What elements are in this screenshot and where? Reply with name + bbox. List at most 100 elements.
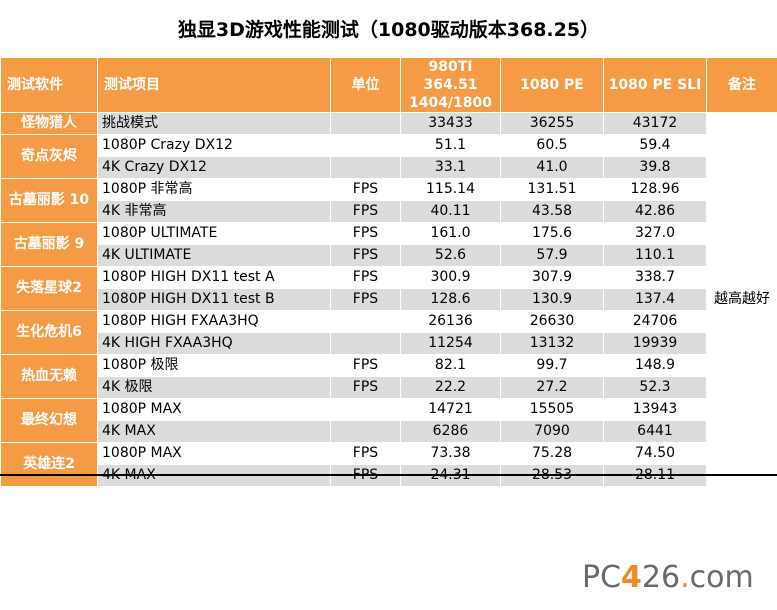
table-row: 热血无赖 1080P 极限 FPS 82.1 99.7 148.9 — [0, 354, 777, 399]
value-1080pe-cell: 28.53 — [500, 464, 604, 487]
page-title: 独显3D游戏性能测试（1080驱动版本368.25） — [177, 18, 600, 41]
unit-cell: FPS — [330, 288, 401, 311]
table-body: 怪物猎人 挑战模式 33433 36255 43172 越高越好 奇点灰烬 1080P Cra… — [0, 112, 777, 487]
watermark-part4: . — [680, 560, 690, 595]
value-1080pe-sli-cell: 148.9 — [603, 354, 707, 377]
value-1080pe-cell: 131.51 — [500, 178, 604, 201]
value-1080pe-sli-cell: 327.0 — [603, 222, 707, 245]
test-item-cell: 4K 极限 — [97, 376, 331, 399]
value-980ti-cell: 300.9 — [400, 266, 501, 289]
value-1080pe-cell: 7090 — [500, 420, 604, 443]
test-item-cell: 4K MAX — [97, 420, 331, 443]
game-name-cell: 奇点灰烬 — [0, 134, 98, 179]
test-item-cell: 1080P ULTIMATE — [97, 222, 331, 245]
table-row: 4K HIGH FXAA3HQ 11254 13132 19939 — [1, 332, 777, 355]
value-980ti-cell: 115.14 — [400, 178, 501, 201]
watermark-part2: 4 — [621, 560, 642, 595]
value-1080pe-cell: 130.9 — [500, 288, 604, 311]
test-item-cell: 1080P 极限 — [97, 354, 331, 377]
table-row: 古墓丽影 10 1080P 非常高 FPS 115.14 131.51 128.96 — [0, 178, 777, 223]
table-row: 4K 非常高 FPS 40.11 43.58 42.86 — [1, 200, 777, 223]
test-item-cell: 挑战模式 — [97, 112, 331, 135]
table-bottom-rule — [0, 474, 777, 476]
watermark-part1: PC — [582, 560, 622, 595]
value-1080pe-cell: 307.9 — [500, 266, 604, 289]
test-item-cell: 4K Crazy DX12 — [97, 156, 331, 179]
watermark-logo: PC426.com — [582, 560, 754, 595]
watermark-part3: 26 — [641, 560, 681, 595]
unit-cell: FPS — [330, 200, 401, 223]
table-row: 4K Crazy DX12 33.1 41.0 39.8 — [1, 156, 777, 179]
value-1080pe-cell: 41.0 — [500, 156, 604, 179]
value-1080pe-cell: 75.28 — [500, 442, 604, 465]
value-980ti-cell: 128.6 — [400, 288, 501, 311]
table-row: 奇点灰烬 1080P Crazy DX12 51.1 60.5 59.4 — [0, 134, 777, 179]
unit-cell — [330, 332, 401, 355]
watermark-part5: com — [689, 560, 754, 595]
test-item-cell: 1080P MAX — [97, 398, 331, 421]
game-name-cell: 生化危机6 — [0, 310, 98, 355]
unit-cell — [330, 156, 401, 179]
value-1080pe-sli-cell: 13943 — [603, 398, 707, 421]
header-980ti: 980TI 364.51 1404/1800 — [400, 57, 501, 113]
unit-cell: FPS — [330, 222, 401, 245]
value-1080pe-sli-cell: 42.86 — [603, 200, 707, 223]
header-1080pe-sli: 1080 PE SLI — [603, 57, 707, 113]
unit-cell: FPS — [330, 178, 401, 201]
value-1080pe-cell: 26630 — [500, 310, 604, 333]
value-1080pe-sli-cell: 74.50 — [603, 442, 707, 465]
value-1080pe-cell: 27.2 — [500, 376, 604, 399]
value-980ti-cell: 52.6 — [400, 244, 501, 267]
header-1080pe: 1080 PE — [500, 57, 604, 113]
value-1080pe-sli-cell: 137.4 — [603, 288, 707, 311]
unit-cell — [330, 310, 401, 333]
value-1080pe-sli-cell: 19939 — [603, 332, 707, 355]
unit-cell: FPS — [330, 244, 401, 267]
value-1080pe-cell: 13132 — [500, 332, 604, 355]
value-1080pe-cell: 15505 — [500, 398, 604, 421]
value-1080pe-sli-cell: 110.1 — [603, 244, 707, 267]
test-item-cell: 1080P MAX — [97, 442, 331, 465]
game-name-cell: 最终幻想 — [0, 398, 98, 443]
value-1080pe-cell: 99.7 — [500, 354, 604, 377]
test-item-cell: 4K ULTIMATE — [97, 244, 331, 267]
value-980ti-cell: 82.1 — [400, 354, 501, 377]
value-980ti-cell: 26136 — [400, 310, 501, 333]
value-1080pe-sli-cell: 39.8 — [603, 156, 707, 179]
test-item-cell: 1080P HIGH DX11 test A — [97, 266, 331, 289]
value-1080pe-cell: 57.9 — [500, 244, 604, 267]
game-name-cell: 失落星球2 — [0, 266, 98, 311]
table-row: 古墓丽影 9 1080P ULTIMATE FPS 161.0 175.6 327.0 — [0, 222, 777, 267]
table-row: 失落星球2 1080P HIGH DX11 test A FPS 300.9 307.9… — [0, 266, 777, 311]
header-note: 备注 — [706, 57, 777, 113]
table-row: 4K ULTIMATE FPS 52.6 57.9 110.1 — [1, 244, 777, 267]
value-1080pe-cell: 36255 — [500, 112, 604, 135]
unit-cell — [330, 420, 401, 443]
value-980ti-cell: 11254 — [400, 332, 501, 355]
value-980ti-cell: 33433 — [400, 112, 501, 135]
value-1080pe-cell: 43.58 — [500, 200, 604, 223]
value-1080pe-sli-cell: 52.3 — [603, 376, 707, 399]
value-980ti-cell: 40.11 — [400, 200, 501, 223]
value-980ti-cell: 6286 — [400, 420, 501, 443]
test-item-cell: 4K 非常高 — [97, 200, 331, 223]
test-item-cell: 1080P Crazy DX12 — [97, 134, 331, 157]
value-980ti-cell: 22.2 — [400, 376, 501, 399]
game-name-cell: 古墓丽影 9 — [0, 222, 98, 267]
value-980ti-cell: 73.38 — [400, 442, 501, 465]
note-cell: 越高越好 — [706, 112, 777, 487]
unit-cell: FPS — [330, 354, 401, 377]
header-unit: 单位 — [330, 57, 401, 113]
value-980ti-cell: 51.1 — [400, 134, 501, 157]
table-row: 4K MAX 6286 7090 6441 — [1, 420, 777, 443]
unit-cell — [330, 398, 401, 421]
value-1080pe-sli-cell: 6441 — [603, 420, 707, 443]
table-row: 英雄连2 1080P MAX FPS 73.38 75.28 74.50 — [0, 442, 777, 487]
value-1080pe-cell: 175.6 — [500, 222, 604, 245]
unit-cell — [330, 134, 401, 157]
header-980ti-line2: 1404/1800 — [408, 95, 493, 111]
table-header-row: 测试软件 测试项目 单位 980TI 364.51 1404/1800 1080… — [0, 57, 777, 113]
test-item-cell: 4K HIGH FXAA3HQ — [97, 332, 331, 355]
value-980ti-cell: 14721 — [400, 398, 501, 421]
game-name-cell: 怪物猎人 — [0, 112, 98, 135]
